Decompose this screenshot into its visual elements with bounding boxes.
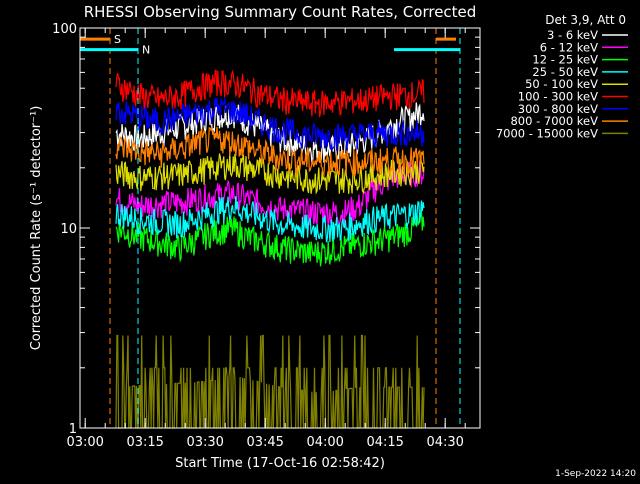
- x-tick-label: 03:30: [186, 435, 223, 450]
- legend-label: 12 - 25 keV: [532, 53, 598, 67]
- footer-timestamp: 1-Sep-2022 14:20: [555, 469, 636, 479]
- x-tick-label: 04:15: [366, 435, 403, 450]
- series-line: [115, 196, 425, 243]
- legend-label: 50 - 100 keV: [525, 77, 598, 91]
- x-tick-label: 04:00: [306, 435, 343, 450]
- legend-label: 7000 - 15000 keV: [496, 126, 598, 140]
- legend-label: 3 - 6 keV: [547, 28, 598, 42]
- y-axis-label: Corrected Count Rate (s⁻¹ detector⁻¹): [29, 106, 44, 351]
- series-line: [115, 209, 425, 267]
- x-tick-label: 03:45: [246, 435, 283, 450]
- legend-title: Det 3,9, Att 0: [545, 13, 626, 27]
- series-line: [115, 126, 425, 177]
- y-tick-label: 100: [52, 22, 77, 37]
- annotation-label: S: [114, 33, 121, 46]
- legend-label: 6 - 12 keV: [540, 40, 598, 54]
- legend-label: 100 - 300 keV: [518, 90, 598, 104]
- series-line: [115, 334, 425, 429]
- legend-label: 800 - 7000 keV: [510, 114, 598, 128]
- axes: 03:00 03:15 03:30 03:45 04:00 04:15 04:30 1 10 10…: [52, 22, 481, 450]
- series-line: [115, 69, 425, 118]
- series-line: [115, 97, 425, 151]
- chart-title: RHESSI Observing Summary Count Rates, Co…: [84, 3, 477, 21]
- x-tick-label: 03:00: [66, 435, 103, 450]
- x-tick-label: 03:15: [126, 435, 163, 450]
- plot-area: SN: [80, 28, 461, 429]
- annotation-label: N: [142, 44, 150, 57]
- legend-label: 300 - 800 keV: [518, 102, 598, 116]
- y-tick-label: 1: [69, 422, 77, 437]
- x-tick-label: 04:30: [426, 435, 463, 450]
- legend-label: 25 - 50 keV: [532, 65, 598, 79]
- y-tick-label: 10: [60, 222, 77, 237]
- x-axis-label: Start Time (17-Oct-16 02:58:42): [175, 456, 385, 471]
